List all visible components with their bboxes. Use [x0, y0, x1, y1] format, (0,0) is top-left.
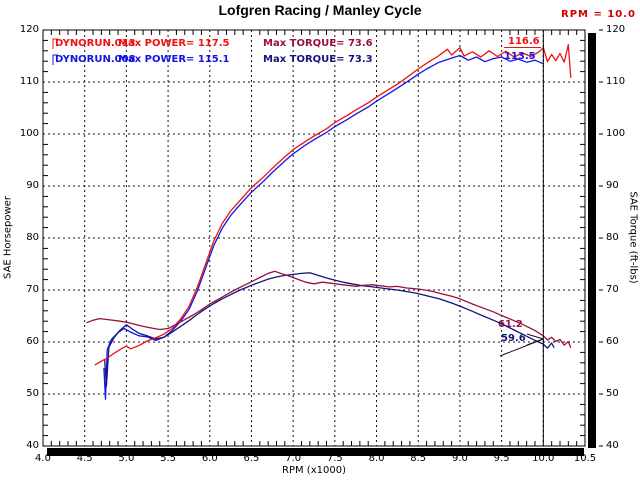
y-tick-label-right: 40 — [606, 440, 619, 451]
chart-title: Lofgren Racing / Manley Cycle — [218, 2, 422, 18]
cursor-value-label-power_red: 116.6 — [508, 36, 540, 47]
x-tick-label: 5.5 — [160, 453, 177, 464]
cursor-value-label-power_blue: 113.5 — [504, 51, 536, 62]
x-tick-label: 8.0 — [368, 453, 385, 464]
x-tick-label: 7.0 — [285, 453, 302, 464]
scrollbar-horizontal[interactable] — [47, 448, 584, 456]
curve-dynorun-013-sae-torque — [86, 270, 572, 348]
x-axis-title: RPM (x1000) — [282, 465, 346, 476]
right-axis-title: SAE Torque (ft-lbs) — [627, 191, 639, 284]
y-tick-label-left: 80 — [26, 232, 39, 243]
y-tick-label-right: 100 — [606, 128, 626, 139]
x-tick-label: 7.5 — [326, 453, 343, 464]
y-tick-label-right: 60 — [606, 336, 619, 347]
y-tick-label-left: 60 — [26, 336, 39, 347]
legend-bracket-2 — [52, 54, 58, 65]
curve-dynorun-008-sae-torque — [104, 272, 555, 387]
y-tick-label-right: 80 — [606, 232, 619, 243]
x-tick-label: 10.5 — [573, 453, 597, 464]
y-tick-label-left: 110 — [19, 76, 39, 87]
y-tick-label-left: 120 — [19, 24, 39, 35]
x-tick-label: 6.0 — [201, 453, 218, 464]
y-tick-label-left: 100 — [19, 128, 39, 139]
y-tick-label-right: 50 — [606, 388, 619, 399]
callout-arrow-top — [526, 333, 544, 340]
x-tick-label: 9.5 — [493, 453, 510, 464]
legend-power-2: Max POWER= 115.1 — [118, 54, 230, 65]
legend-torque-1: Max TORQUE= 73.6 — [263, 38, 373, 49]
y-tick-label-left: 70 — [26, 284, 39, 295]
x-tick-label: 9.0 — [451, 453, 468, 464]
y-tick-label-right: 70 — [606, 284, 619, 295]
scrollbar-vertical[interactable] — [588, 33, 596, 448]
callout-arrow-bottom — [526, 338, 544, 346]
y-tick-label-right: 110 — [606, 76, 626, 87]
rpm-cursor-readout: RPM = 10.0 — [561, 9, 636, 20]
y-tick-label-right: 90 — [606, 180, 619, 191]
x-tick-label: 10.0 — [532, 453, 555, 464]
curve-dynorun-013-sae-horsepower — [94, 43, 572, 366]
legend-run-1: DYNORUN.013 — [55, 38, 136, 49]
x-tick-label: 8.5 — [410, 453, 427, 464]
legend-torque-2: Max TORQUE= 73.3 — [263, 54, 373, 65]
curve-dynorun-008-sae-horsepower — [103, 54, 544, 400]
x-tick-label: 4.0 — [35, 453, 51, 464]
cursor-value-label-torque_navy: 59.6 — [501, 333, 526, 344]
y-tick-label-left: 50 — [26, 388, 39, 399]
y-tick-label-left: 90 — [26, 180, 39, 191]
x-tick-label: 4.5 — [76, 453, 93, 464]
x-tick-label: 5.0 — [118, 453, 135, 464]
x-tick-label: 6.5 — [243, 453, 260, 464]
y-tick-label-left: 40 — [26, 440, 39, 451]
legend-run-2: DYNORUN.008 — [55, 54, 136, 65]
legend-bracket-1 — [52, 38, 58, 49]
legend-power-1: Max POWER= 117.5 — [118, 38, 230, 49]
y-tick-label-right: 120 — [606, 24, 626, 35]
cursor-value-label-torque_maroon: 61.2 — [498, 319, 523, 330]
